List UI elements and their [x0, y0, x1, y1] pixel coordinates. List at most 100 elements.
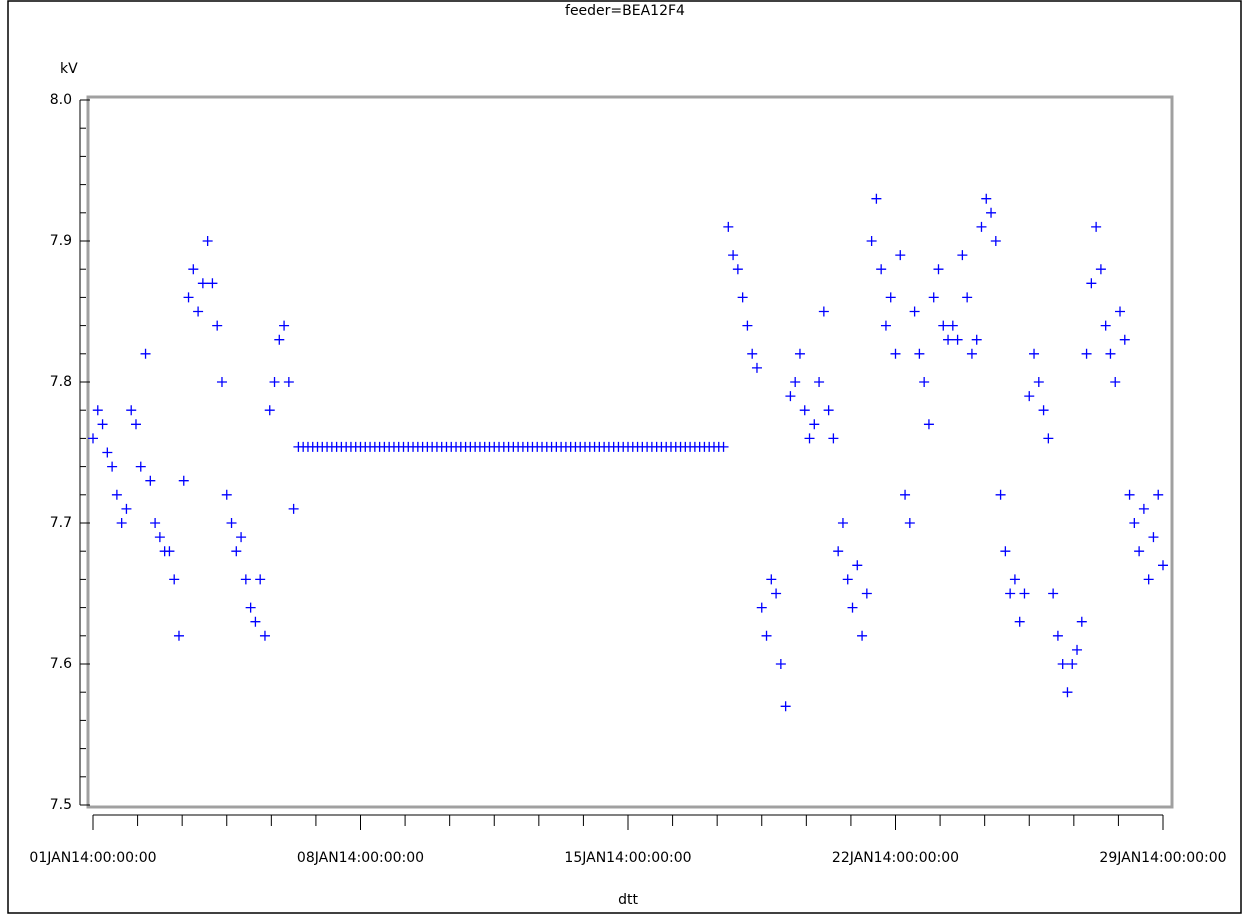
data-point — [130, 419, 141, 430]
data-point — [264, 405, 275, 416]
data-point — [1129, 518, 1140, 528]
data-point — [814, 377, 825, 387]
data-point — [1153, 489, 1164, 500]
data-point — [919, 377, 930, 387]
data-point — [1038, 405, 1049, 416]
data-point — [1043, 433, 1054, 444]
data-point — [947, 320, 958, 331]
data-point — [771, 588, 782, 599]
y-axis-label: kV — [60, 61, 78, 77]
data-point — [92, 405, 103, 416]
data-point — [274, 334, 285, 345]
data-point — [88, 433, 98, 444]
data-point — [928, 292, 939, 303]
data-point — [226, 518, 237, 528]
data-point — [245, 602, 256, 613]
data-point — [197, 278, 208, 289]
data-point — [852, 560, 863, 571]
data-point — [169, 574, 180, 585]
data-point — [1095, 264, 1106, 275]
data-point — [126, 405, 137, 416]
data-point — [202, 236, 213, 246]
data-point — [871, 193, 882, 204]
data-point — [876, 264, 887, 275]
data-point — [981, 193, 992, 204]
data-point — [723, 221, 734, 232]
data-point — [102, 447, 113, 458]
data-point — [240, 574, 251, 585]
data-point — [188, 264, 199, 275]
data-point — [780, 701, 791, 712]
data-point — [1119, 334, 1130, 345]
data-point — [857, 630, 868, 641]
data-point — [97, 419, 108, 430]
data-point — [1143, 574, 1154, 585]
data-point — [756, 602, 767, 613]
data-point — [1081, 348, 1092, 359]
data-point — [761, 630, 772, 641]
data-point — [255, 574, 266, 585]
data-point — [914, 348, 925, 359]
x-tick-label: 15JAN14:00:00:00 — [564, 850, 691, 866]
data-point — [116, 518, 127, 528]
data-point — [990, 236, 1001, 246]
data-point — [775, 659, 786, 669]
data-point — [1110, 377, 1121, 387]
data-point — [1005, 588, 1016, 599]
y-tick-label: 7.9 — [50, 233, 72, 249]
data-point — [1067, 659, 1078, 669]
x-axis-label: dtt — [618, 892, 638, 908]
data-point — [895, 250, 906, 261]
data-point — [933, 264, 944, 275]
data-point — [288, 503, 299, 514]
data-point — [212, 320, 223, 331]
data-point — [885, 292, 896, 303]
data-point — [121, 503, 132, 514]
data-point — [1100, 320, 1111, 331]
x-tick-label: 01JAN14:00:00:00 — [29, 850, 156, 866]
x-tick-label: 29JAN14:00:00:00 — [1099, 850, 1226, 866]
data-point — [1124, 489, 1135, 500]
data-point — [818, 306, 829, 317]
data-point — [269, 377, 280, 387]
data-point — [183, 292, 194, 303]
outer-border — [7, 0, 1242, 914]
data-point — [173, 630, 184, 641]
data-point — [966, 348, 977, 359]
data-point — [1148, 532, 1159, 543]
data-point — [737, 292, 748, 303]
data-point — [1091, 221, 1102, 232]
data-point — [221, 489, 232, 500]
data-point — [904, 518, 915, 528]
data-point — [1000, 546, 1011, 557]
y-tick-label: 7.8 — [50, 374, 72, 390]
data-point — [943, 334, 954, 345]
data-point — [847, 602, 858, 613]
chart-title: feeder=BEA12F4 — [565, 3, 685, 19]
data-point — [995, 489, 1006, 500]
data-point — [135, 461, 146, 472]
data-point — [732, 264, 743, 275]
data-point — [900, 489, 911, 500]
data-point — [1052, 630, 1063, 641]
data-point — [1019, 588, 1030, 599]
data-point — [250, 616, 261, 627]
data-point — [150, 518, 161, 528]
data-point — [145, 475, 156, 486]
data-point — [1134, 546, 1145, 557]
data-point — [718, 441, 729, 452]
data-point — [938, 320, 949, 331]
data-point — [1029, 348, 1040, 359]
data-point — [178, 475, 189, 486]
data-point — [207, 278, 218, 289]
data-point — [1033, 377, 1044, 387]
data-point — [828, 433, 839, 444]
data-point — [193, 306, 204, 317]
data-point — [216, 377, 227, 387]
data-point — [1024, 391, 1035, 402]
data-point — [231, 546, 242, 557]
data-point — [1062, 687, 1073, 698]
data-point — [751, 362, 762, 373]
data-point — [1158, 560, 1168, 571]
